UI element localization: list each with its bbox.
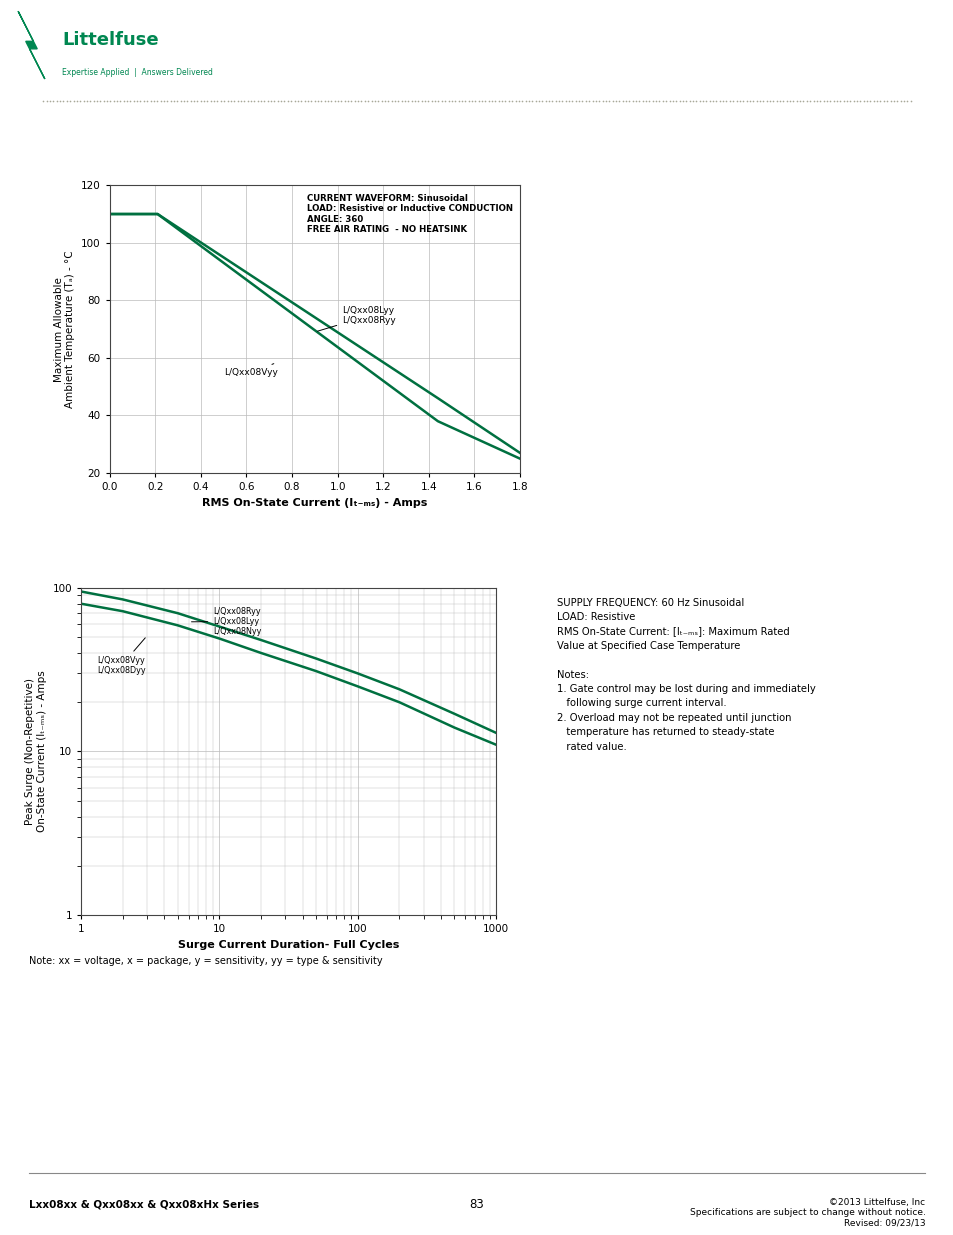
X-axis label: Surge Current Duration- Full Cycles: Surge Current Duration- Full Cycles: [177, 940, 399, 950]
Text: Figure 9: Maximum Allowable Ambient Temperature  vs. On-State Current: Figure 9: Maximum Allowable Ambient Temp…: [39, 148, 592, 162]
Polygon shape: [18, 11, 45, 79]
FancyBboxPatch shape: [11, 7, 212, 83]
Text: L/Qxx08Lyy
L/Qxx08Ryy: L/Qxx08Lyy L/Qxx08Ryy: [317, 306, 395, 331]
Text: Teccor® brand Thyristors: Teccor® brand Thyristors: [243, 22, 581, 47]
Y-axis label: Peak Surge (Non-Repetitive)
On-State Current (Iₜ₋ₘₛ) - Amps: Peak Surge (Non-Repetitive) On-State Cur…: [26, 671, 47, 832]
Y-axis label: Maximum Allowable
Ambient Temperature (Tₐ) - °C: Maximum Allowable Ambient Temperature (T…: [53, 251, 75, 408]
Text: Littelfuse: Littelfuse: [62, 31, 158, 48]
Text: L/Qxx08Vyy
L/Qxx08Dyy: L/Qxx08Vyy L/Qxx08Dyy: [97, 637, 145, 676]
Text: Figure 10: Surge Peak On-State Current vs. Number of Cycles: Figure 10: Surge Peak On-State Current v…: [39, 541, 500, 555]
Text: L/Qxx08Ryy
L/Qxx08Lyy
L/Qxx08Nyy: L/Qxx08Ryy L/Qxx08Lyy L/Qxx08Nyy: [192, 606, 261, 636]
Text: CURRENT WAVEFORM: Sinusoidal
LOAD: Resistive or Inductive CONDUCTION
ANGLE: 360
: CURRENT WAVEFORM: Sinusoidal LOAD: Resis…: [306, 194, 512, 235]
Text: Note: xx = voltage, x = package, y = sensitivity, yy = type & sensitivity: Note: xx = voltage, x = package, y = sen…: [29, 956, 382, 967]
Text: ©2013 Littelfuse, Inc
Specifications are subject to change without notice.
Revis: ©2013 Littelfuse, Inc Specifications are…: [689, 1198, 924, 1228]
Text: Expertise Applied  |  Answers Delivered: Expertise Applied | Answers Delivered: [62, 68, 213, 77]
Text: SUPPLY FREQUENCY: 60 Hz Sinusoidal
LOAD: Resistive
RMS On-State Current: [Iₜ₋ₘₛ]: SUPPLY FREQUENCY: 60 Hz Sinusoidal LOAD:…: [557, 598, 815, 752]
Text: 8 Amp Sensitive, Standard & Alternistor (High Commutation) Triacs: 8 Amp Sensitive, Standard & Alternistor …: [243, 65, 736, 80]
X-axis label: RMS On-State Current (Iₜ₋ₘₛ) - Amps: RMS On-State Current (Iₜ₋ₘₛ) - Amps: [202, 498, 427, 508]
Text: 83: 83: [469, 1198, 484, 1212]
Text: Lxx08xx & Qxx08xx & Qxx08xHx Series: Lxx08xx & Qxx08xx & Qxx08xHx Series: [29, 1199, 258, 1209]
Text: L/Qxx08Vyy: L/Qxx08Vyy: [223, 363, 277, 377]
